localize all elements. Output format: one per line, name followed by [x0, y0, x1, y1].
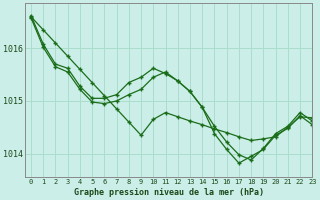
- X-axis label: Graphe pression niveau de la mer (hPa): Graphe pression niveau de la mer (hPa): [74, 188, 264, 197]
